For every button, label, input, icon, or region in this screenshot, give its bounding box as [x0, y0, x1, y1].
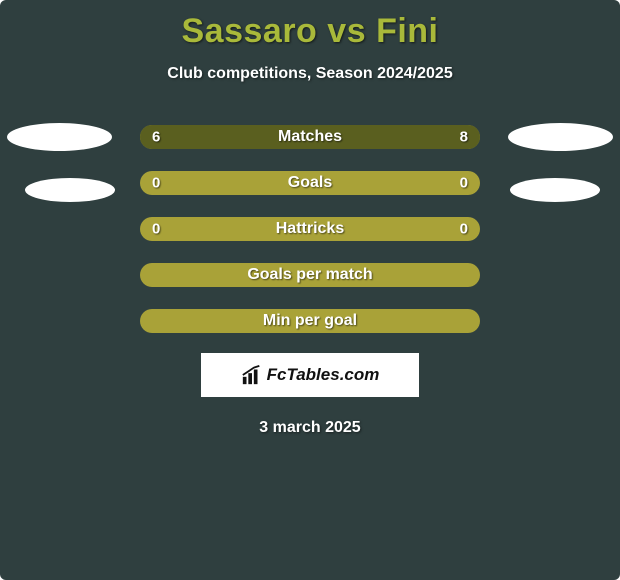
- stat-right-value: 8: [460, 129, 468, 146]
- stat-left-value: 6: [152, 129, 160, 146]
- stat-row-matches: 6 Matches 8: [140, 125, 480, 149]
- stat-left-value: 0: [152, 221, 160, 238]
- stat-row-mpg: Min per goal: [140, 309, 480, 333]
- stat-label: Goals per match: [247, 266, 372, 284]
- page-title: Sassaro vs Fini: [0, 12, 620, 51]
- date-text: 3 march 2025: [0, 419, 620, 437]
- stat-row-hattricks: 0 Hattricks 0: [140, 217, 480, 241]
- stat-right-value: 0: [460, 221, 468, 238]
- brand-text: FcTables.com: [267, 365, 380, 385]
- stat-right-value: 0: [460, 175, 468, 192]
- stat-row-gpm: Goals per match: [140, 263, 480, 287]
- player1-name: Sassaro: [182, 12, 318, 50]
- subtitle: Club competitions, Season 2024/2025: [0, 65, 620, 83]
- bars-icon: [241, 364, 263, 386]
- stats-container: 6 Matches 8 0 Goals 0 0 Hattricks 0 Goal…: [0, 125, 620, 333]
- vs-text: vs: [327, 12, 366, 50]
- stat-left-value: 0: [152, 175, 160, 192]
- stat-label: Matches: [278, 128, 342, 146]
- player2-name: Fini: [376, 12, 438, 50]
- comparison-card: Sassaro vs Fini Club competitions, Seaso…: [0, 0, 620, 580]
- stat-label: Hattricks: [276, 220, 344, 238]
- stat-label: Min per goal: [263, 312, 357, 330]
- stat-fill-left: [140, 125, 286, 149]
- stat-row-goals: 0 Goals 0: [140, 171, 480, 195]
- stat-label: Goals: [288, 174, 332, 192]
- brand-box[interactable]: FcTables.com: [201, 353, 419, 397]
